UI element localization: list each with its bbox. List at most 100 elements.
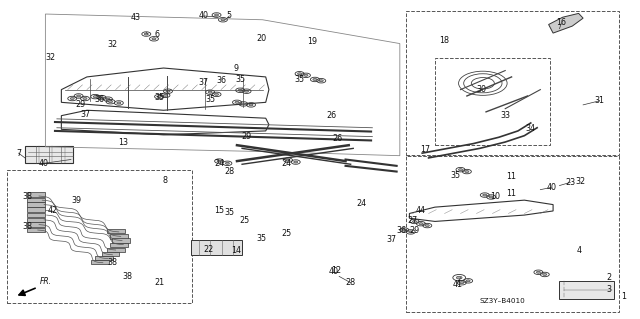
Text: 35: 35 bbox=[294, 75, 305, 84]
Circle shape bbox=[163, 94, 168, 96]
Circle shape bbox=[294, 161, 298, 163]
Polygon shape bbox=[548, 13, 583, 33]
Text: 37: 37 bbox=[387, 235, 397, 244]
Text: 40: 40 bbox=[199, 11, 209, 20]
Bar bbox=[91, 260, 109, 264]
Text: 35: 35 bbox=[154, 93, 164, 102]
Circle shape bbox=[70, 98, 74, 100]
Text: 2: 2 bbox=[606, 272, 611, 281]
Circle shape bbox=[304, 74, 308, 76]
Circle shape bbox=[221, 19, 225, 21]
Text: 12: 12 bbox=[331, 265, 341, 275]
Circle shape bbox=[77, 95, 81, 97]
Text: 18: 18 bbox=[440, 36, 449, 45]
Bar bbox=[406, 156, 619, 312]
Circle shape bbox=[93, 96, 97, 98]
Text: 23: 23 bbox=[565, 178, 575, 187]
Bar bbox=[435, 58, 550, 145]
Text: 31: 31 bbox=[595, 96, 605, 105]
Bar bbox=[112, 238, 130, 243]
Circle shape bbox=[217, 160, 221, 162]
Bar bbox=[27, 218, 45, 222]
Text: 22: 22 bbox=[203, 245, 213, 254]
Text: 3: 3 bbox=[606, 285, 611, 294]
Bar bbox=[107, 229, 125, 233]
Text: SZ3Y–B4010: SZ3Y–B4010 bbox=[479, 298, 525, 304]
Text: 27: 27 bbox=[408, 216, 418, 225]
Bar bbox=[110, 234, 128, 239]
Circle shape bbox=[466, 280, 470, 282]
Text: 6: 6 bbox=[155, 30, 159, 39]
Circle shape bbox=[319, 80, 323, 82]
Circle shape bbox=[157, 96, 161, 98]
Bar bbox=[191, 240, 242, 255]
Circle shape bbox=[117, 102, 121, 104]
Bar bbox=[95, 256, 113, 260]
Bar bbox=[7, 170, 192, 303]
Bar bbox=[27, 202, 45, 207]
Text: 26: 26 bbox=[326, 111, 337, 120]
Text: 37: 37 bbox=[198, 78, 209, 87]
Text: 40: 40 bbox=[39, 159, 49, 168]
Text: 35: 35 bbox=[235, 75, 245, 84]
Text: 1: 1 bbox=[621, 292, 626, 301]
Text: 9: 9 bbox=[233, 63, 238, 72]
Circle shape bbox=[214, 93, 218, 95]
Text: 38: 38 bbox=[22, 222, 33, 231]
Text: 24: 24 bbox=[282, 159, 292, 168]
Circle shape bbox=[144, 33, 148, 35]
Bar bbox=[27, 228, 45, 232]
Text: 24: 24 bbox=[214, 159, 224, 168]
Text: 41: 41 bbox=[452, 279, 462, 288]
Text: 4: 4 bbox=[576, 246, 581, 255]
Text: 25: 25 bbox=[239, 216, 250, 225]
Text: 38: 38 bbox=[22, 192, 33, 202]
Text: 32: 32 bbox=[45, 53, 56, 62]
Text: 29: 29 bbox=[241, 132, 252, 141]
Text: 32: 32 bbox=[575, 177, 586, 186]
Circle shape bbox=[458, 169, 463, 171]
Bar bbox=[27, 207, 45, 212]
Text: 14: 14 bbox=[230, 246, 241, 255]
Circle shape bbox=[106, 98, 110, 100]
Circle shape bbox=[109, 101, 113, 103]
Circle shape bbox=[208, 91, 212, 93]
Bar bbox=[110, 243, 128, 248]
Text: 7: 7 bbox=[16, 149, 21, 158]
Text: 37: 37 bbox=[80, 110, 90, 119]
Circle shape bbox=[298, 73, 301, 75]
Text: 38: 38 bbox=[122, 272, 132, 281]
Text: 33: 33 bbox=[500, 111, 510, 120]
Text: 8: 8 bbox=[163, 176, 168, 185]
Circle shape bbox=[238, 89, 242, 91]
Circle shape bbox=[166, 90, 170, 92]
Circle shape bbox=[413, 220, 417, 222]
Bar bbox=[102, 252, 120, 256]
Text: 32: 32 bbox=[108, 40, 118, 49]
Circle shape bbox=[419, 223, 423, 225]
Circle shape bbox=[83, 98, 87, 100]
Circle shape bbox=[214, 14, 218, 16]
Circle shape bbox=[465, 171, 469, 173]
Text: 43: 43 bbox=[131, 13, 141, 22]
Text: 17: 17 bbox=[420, 145, 431, 154]
Bar bbox=[559, 281, 614, 299]
Text: 34: 34 bbox=[525, 124, 536, 133]
Text: 36: 36 bbox=[397, 226, 407, 234]
Text: 40: 40 bbox=[546, 183, 556, 192]
Text: 35: 35 bbox=[224, 208, 234, 217]
Text: 21: 21 bbox=[154, 278, 164, 287]
Text: 5: 5 bbox=[227, 11, 232, 20]
Bar bbox=[27, 192, 45, 197]
Text: 42: 42 bbox=[48, 206, 58, 215]
Circle shape bbox=[225, 162, 229, 164]
Bar bbox=[27, 213, 45, 217]
Circle shape bbox=[244, 90, 248, 92]
Circle shape bbox=[489, 196, 493, 198]
Circle shape bbox=[100, 97, 104, 99]
Text: FR.: FR. bbox=[40, 277, 52, 286]
Circle shape bbox=[483, 194, 487, 196]
Text: 35: 35 bbox=[256, 234, 266, 243]
Text: 36: 36 bbox=[95, 95, 105, 104]
Circle shape bbox=[241, 103, 245, 105]
